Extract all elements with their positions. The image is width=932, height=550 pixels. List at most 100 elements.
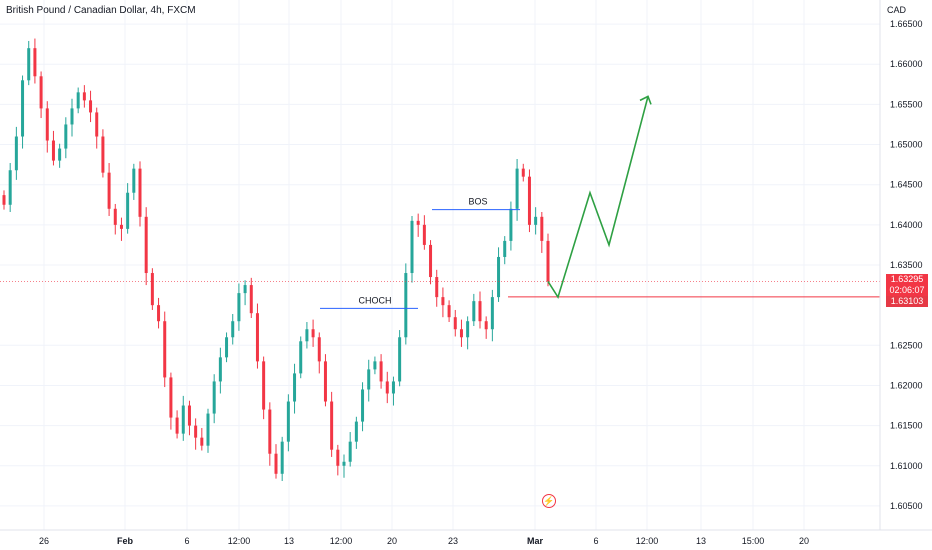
candle-body (367, 369, 371, 390)
candle-body (398, 337, 402, 382)
projection-line (547, 96, 649, 300)
candle-body (293, 373, 297, 402)
y-tick-label: 1.62000 (890, 380, 923, 390)
candle-body (200, 437, 204, 446)
candle-body (379, 361, 383, 382)
candle-body (361, 389, 365, 422)
candle-body (509, 208, 513, 241)
candle-body (497, 256, 501, 298)
lightning-icon[interactable]: ⚡ (542, 494, 556, 508)
candle-body (237, 293, 241, 322)
candle-body (21, 80, 25, 137)
y-tick-label: 1.66500 (890, 19, 923, 29)
x-tick-label: Feb (117, 536, 134, 546)
candle-body (336, 449, 340, 466)
y-tick-label: 1.66000 (890, 59, 923, 69)
candle-body (14, 136, 18, 171)
y-tick-label: 1.65000 (890, 140, 923, 150)
candle-body (138, 168, 142, 217)
candle-body (107, 172, 111, 209)
x-tick-label: 20 (799, 536, 809, 546)
candle-body (348, 441, 352, 462)
candle-body (540, 216, 544, 241)
candles (2, 38, 550, 482)
levels: BOS CHOCH (0, 197, 880, 309)
candle-body (521, 168, 525, 177)
candle-body (231, 321, 235, 338)
candle-body (286, 401, 290, 442)
choch-label: CHOCH (359, 295, 392, 305)
x-tick-label: 15:00 (742, 536, 765, 546)
projection-path (547, 95, 652, 300)
candle-body (89, 100, 93, 113)
candle-body (101, 136, 105, 173)
candle-body (354, 421, 358, 442)
candle-body (385, 381, 389, 394)
x-tick-label: 13 (284, 536, 294, 546)
candle-body (82, 92, 86, 101)
y-tick-label: 1.61000 (890, 461, 923, 471)
candle-body (157, 305, 161, 322)
candle-body (194, 425, 198, 438)
candle-body (175, 417, 179, 434)
x-tick-label: 12:00 (228, 536, 251, 546)
level-price-badge: 1.63103 (886, 296, 928, 307)
y-tick-label: 1.63500 (890, 260, 923, 270)
candle-body (299, 341, 303, 374)
candle-body (225, 337, 229, 358)
candle-body (212, 381, 216, 414)
y-tick-label: 1.65500 (890, 99, 923, 109)
currency-label: CAD (886, 5, 906, 15)
candle-body (268, 409, 272, 454)
candle-body (274, 453, 278, 474)
candle-body (323, 361, 327, 402)
candle-body (484, 321, 488, 330)
chart-title: British Pound / Canadian Dollar, 4h, FXC… (6, 5, 196, 16)
candle-body (441, 297, 445, 306)
candle-body (466, 321, 470, 338)
candle-body (150, 273, 154, 306)
candle-body (435, 277, 439, 298)
candle-body (39, 76, 43, 109)
candle-body (206, 413, 210, 446)
candle-body (2, 195, 6, 205)
candle-body (51, 140, 55, 161)
candle-body (305, 329, 309, 342)
candle-body (58, 148, 62, 161)
candle-body (187, 405, 191, 426)
candle-body (534, 216, 538, 225)
candle-body (27, 48, 31, 81)
x-tick-label: 23 (448, 536, 458, 546)
candle-body (181, 405, 185, 434)
x-tick-label: 6 (184, 536, 189, 546)
x-tick-label: 26 (39, 536, 49, 546)
candle-body (546, 240, 550, 282)
candle-body (490, 297, 494, 330)
candle-body (373, 361, 377, 370)
candle-body (163, 321, 167, 378)
candle-body (95, 112, 99, 137)
candle-body (169, 377, 173, 418)
candle-body (342, 461, 346, 466)
x-tick-label: 12:00 (636, 536, 659, 546)
candle-body (132, 168, 136, 193)
candle-body (527, 176, 531, 225)
x-tick-label: Mar (527, 536, 544, 546)
candle-body (391, 381, 395, 394)
candle-body (447, 305, 451, 318)
candle-body (459, 329, 463, 338)
x-tick-label: 6 (593, 536, 598, 546)
y-tick-label: 1.64500 (890, 180, 923, 190)
candle-body (126, 192, 130, 229)
candle-body (472, 301, 476, 322)
candle-body (416, 220, 420, 225)
grid (0, 0, 880, 530)
candle-body (45, 108, 49, 141)
x-tick-label: 20 (387, 536, 397, 546)
countdown-badge: 02:06:07 (886, 285, 928, 296)
candle-body (249, 285, 253, 314)
candle-body (262, 361, 266, 410)
last-price-badge: 1.63295 (886, 274, 928, 285)
candle-body (422, 224, 426, 245)
